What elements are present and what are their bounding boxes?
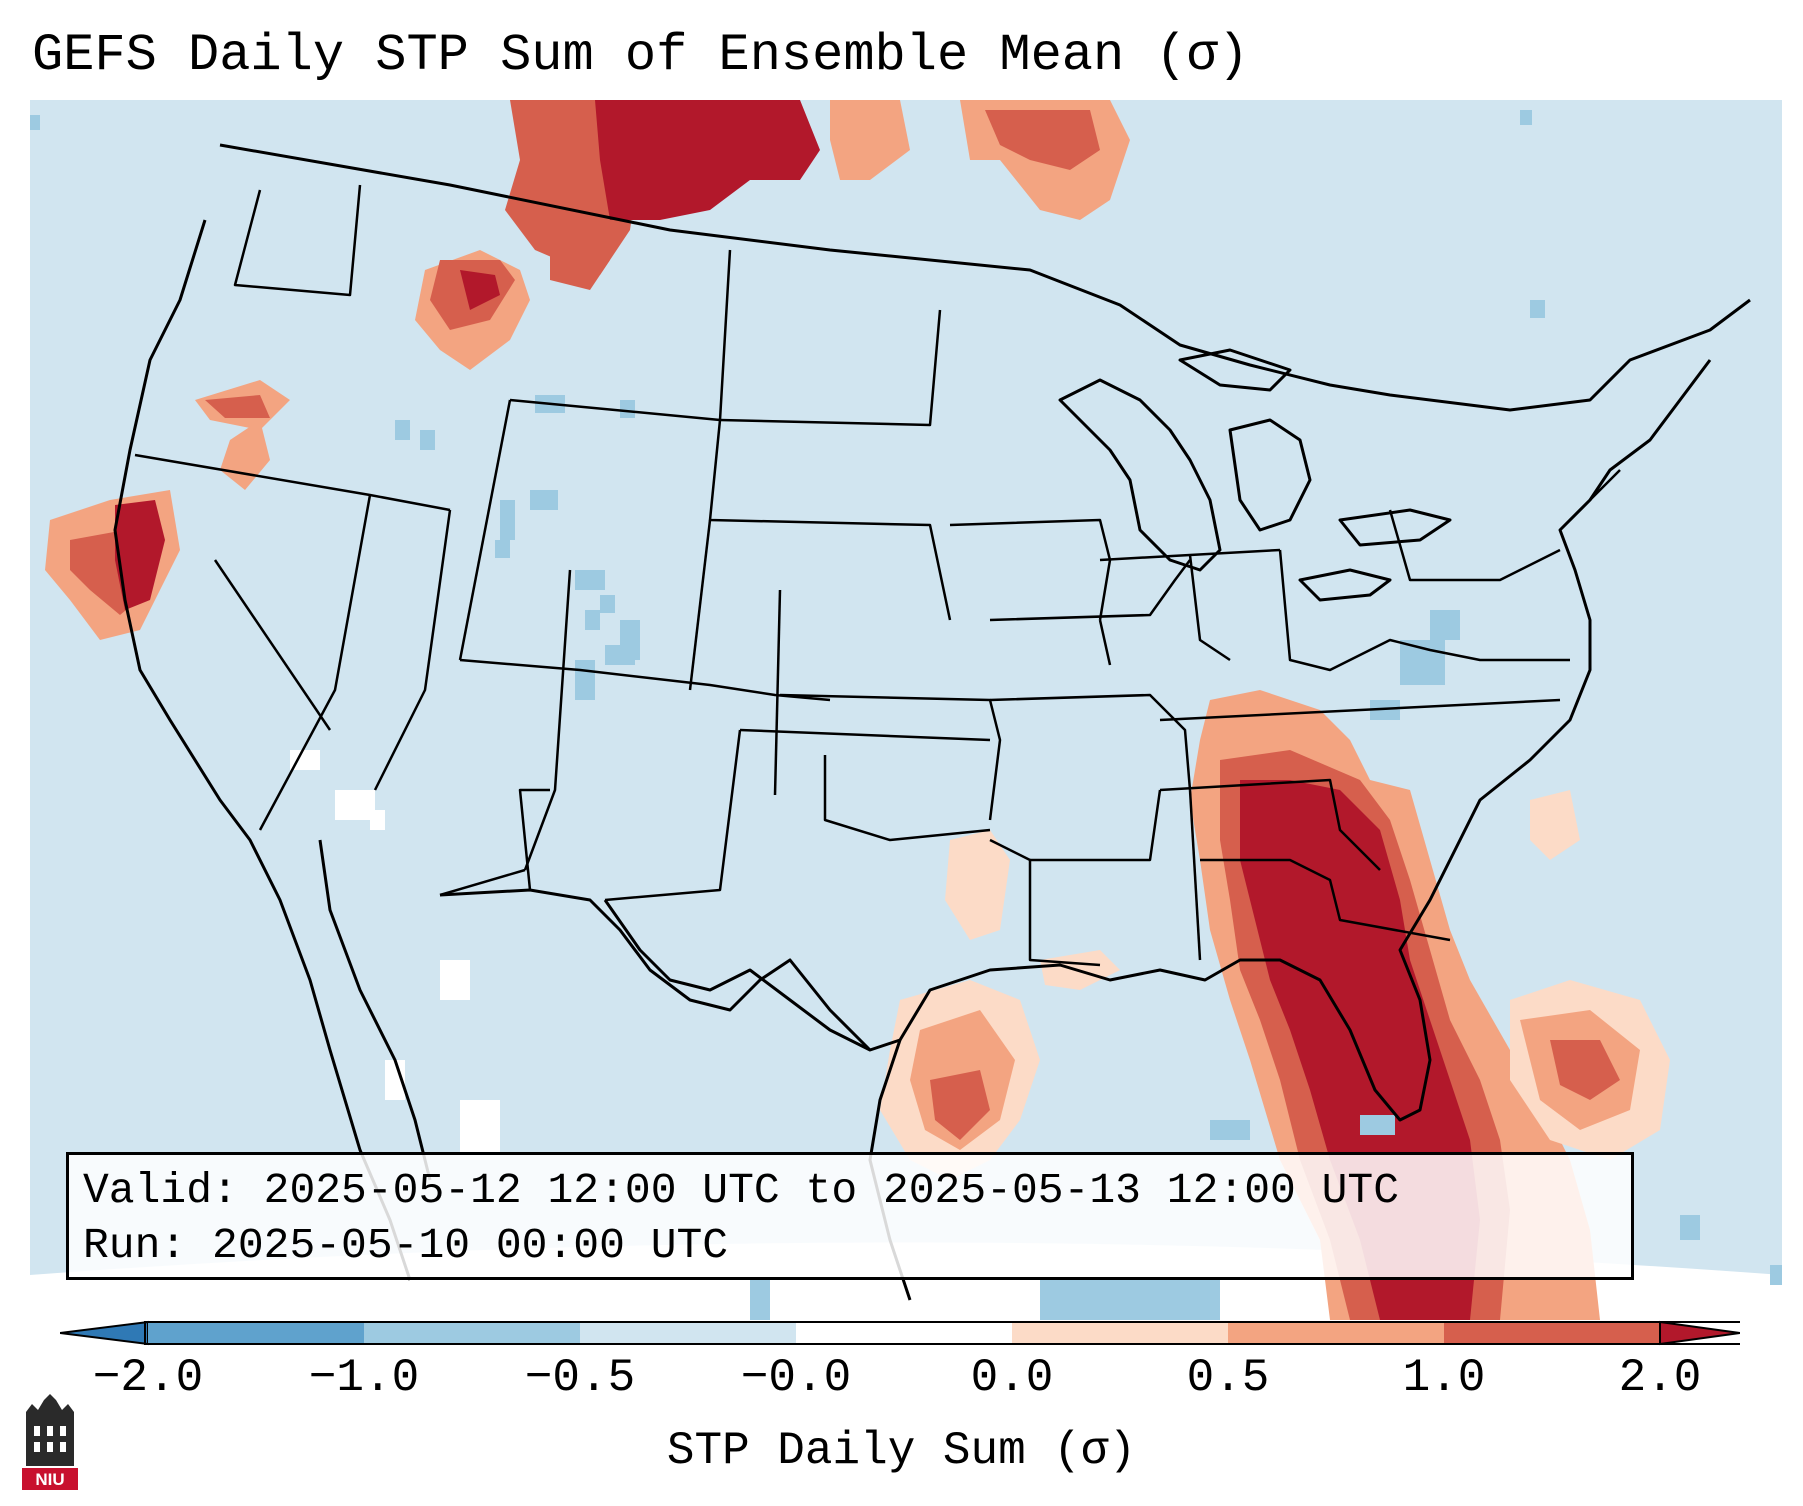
valid-row: Valid: 2025-05-12 12:00 UTC to 2025-05-1… <box>83 1163 1617 1218</box>
run-value: 2025-05-10 00:00 UTC <box>212 1221 729 1270</box>
valid-label: Valid: <box>83 1166 238 1215</box>
negative-anomaly-cells <box>30 110 1782 1320</box>
colorbar-segment <box>1228 1322 1445 1344</box>
colorbar-segment <box>148 1322 365 1344</box>
boundaries <box>113 143 1751 1301</box>
colorbar-outline <box>144 1321 1740 1345</box>
run-label: Run: <box>83 1221 187 1270</box>
cb-tick: −2.0 <box>92 1352 204 1404</box>
tower-windows <box>34 1426 66 1452</box>
cb-tick: 2.0 <box>1618 1352 1702 1404</box>
colorbar-extend-low <box>60 1320 149 1346</box>
colorbar-extend-high <box>1659 1320 1740 1346</box>
cb-tick: 0.5 <box>1186 1352 1270 1404</box>
stp-map <box>30 100 1782 1320</box>
colorbar-segments <box>60 1320 1740 1346</box>
map-title: GEFS Daily STP Sum of Ensemble Mean (σ) <box>32 26 1249 85</box>
colorbar-segment <box>364 1322 581 1344</box>
validity-info-box: Valid: 2025-05-12 12:00 UTC to 2025-05-1… <box>66 1152 1634 1280</box>
niu-logo: NIU <box>22 1394 78 1490</box>
colorbar <box>60 1320 1740 1346</box>
cb-tick: −1.0 <box>308 1352 420 1404</box>
colorbar-segment <box>580 1322 797 1344</box>
colorbar-segment <box>1012 1322 1229 1344</box>
colorbar-label: STP Daily Sum (σ) <box>666 1425 1137 1477</box>
logo-text: NIU <box>35 1470 64 1489</box>
colorbar-ticks: −2.0 −1.0 −0.5 −0.0 0.0 0.5 1.0 2.0 <box>0 1348 1803 1408</box>
cb-tick: 0.0 <box>970 1352 1054 1404</box>
cb-tick: −0.0 <box>740 1352 852 1404</box>
valid-value: 2025-05-12 12:00 UTC to 2025-05-13 12:00… <box>263 1166 1400 1215</box>
cb-tick: 1.0 <box>1402 1352 1486 1404</box>
colorbar-segment <box>1444 1322 1661 1344</box>
colorbar-segment <box>796 1322 1013 1344</box>
logo-badge <box>22 1468 78 1490</box>
run-row: Run: 2025-05-10 00:00 UTC <box>83 1218 1617 1273</box>
near-zero-cells <box>290 750 590 1320</box>
cb-tick: −0.5 <box>524 1352 636 1404</box>
state-lines <box>134 184 1621 967</box>
